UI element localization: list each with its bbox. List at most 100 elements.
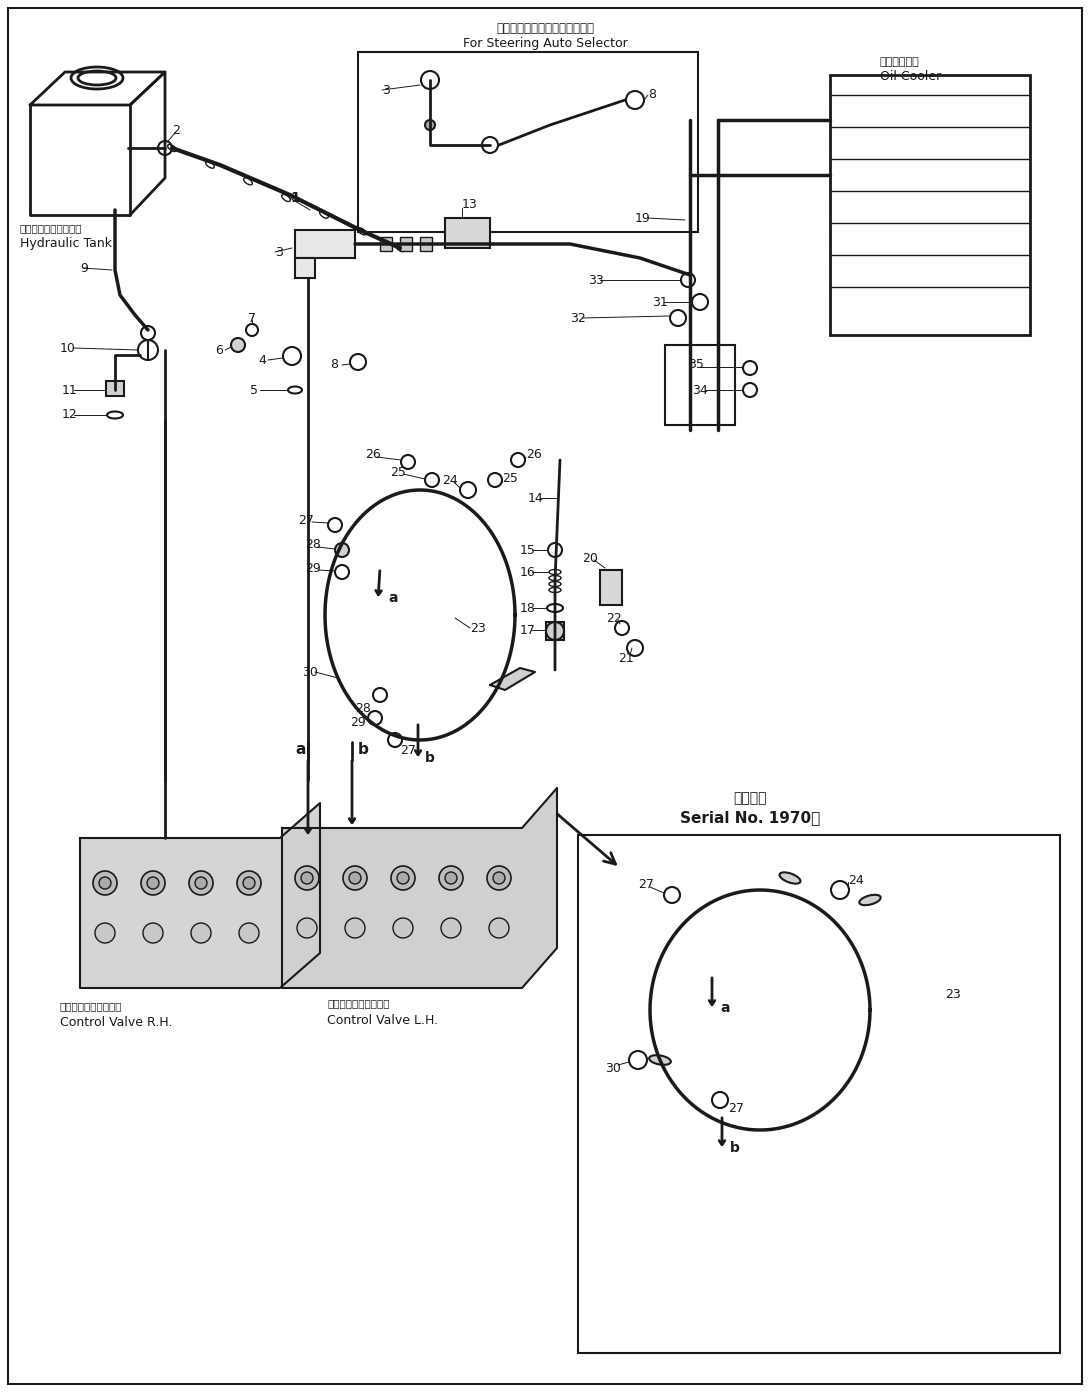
Text: 6: 6	[215, 344, 222, 356]
Bar	[578, 835, 1059, 1353]
Text: 1: 1	[290, 191, 300, 205]
Text: 12: 12	[62, 408, 77, 422]
Bar	[445, 219, 490, 248]
Circle shape	[231, 338, 245, 352]
Ellipse shape	[779, 873, 800, 884]
Circle shape	[93, 871, 117, 895]
Circle shape	[393, 917, 413, 938]
Text: b: b	[730, 1141, 740, 1155]
Text: ステアリングオートセレクタ用: ステアリングオートセレクタ用	[496, 21, 594, 35]
Bar	[358, 52, 698, 232]
Circle shape	[441, 917, 461, 938]
Polygon shape	[282, 788, 557, 988]
Circle shape	[335, 543, 349, 557]
Text: a: a	[388, 592, 398, 606]
Text: 22: 22	[606, 611, 621, 625]
Text: オイルクーラ: オイルクーラ	[880, 57, 920, 67]
Text: 11: 11	[62, 384, 77, 397]
Text: 7: 7	[249, 312, 256, 324]
Text: a: a	[720, 1001, 729, 1015]
Text: 10: 10	[60, 341, 76, 355]
Text: 20: 20	[582, 551, 598, 565]
Circle shape	[143, 923, 163, 942]
Polygon shape	[80, 803, 320, 988]
Text: 24: 24	[443, 473, 458, 486]
Text: Hydraulic Tank: Hydraulic Tank	[20, 238, 112, 251]
Text: 25: 25	[502, 472, 518, 484]
Circle shape	[487, 866, 511, 889]
Text: 27: 27	[400, 743, 416, 756]
Text: 18: 18	[520, 601, 536, 614]
Circle shape	[439, 866, 463, 889]
Bar	[400, 237, 412, 251]
Circle shape	[296, 917, 317, 938]
Text: 26: 26	[526, 448, 542, 462]
Circle shape	[489, 917, 509, 938]
Text: 28: 28	[305, 539, 320, 551]
Text: 25: 25	[390, 465, 405, 479]
Circle shape	[346, 917, 365, 938]
Circle shape	[493, 871, 505, 884]
Text: 5: 5	[250, 384, 258, 397]
Text: 31: 31	[652, 295, 668, 309]
Bar	[295, 230, 355, 258]
Text: 21: 21	[618, 651, 633, 664]
Bar	[600, 569, 622, 606]
Circle shape	[425, 120, 435, 129]
Text: 23: 23	[470, 621, 486, 635]
Circle shape	[445, 871, 457, 884]
Text: Serial No. 1970〜: Serial No. 1970〜	[680, 810, 820, 825]
Circle shape	[189, 871, 213, 895]
Circle shape	[301, 871, 313, 884]
Text: 23: 23	[945, 988, 960, 1001]
Circle shape	[343, 866, 367, 889]
Circle shape	[147, 877, 159, 889]
Text: 13: 13	[462, 199, 477, 212]
Text: 9: 9	[80, 262, 88, 274]
Text: 29: 29	[350, 717, 366, 729]
Circle shape	[237, 871, 261, 895]
Text: a: a	[295, 742, 305, 757]
Text: ハイドロリックタンク: ハイドロリックタンク	[20, 223, 83, 232]
Text: Control Valve R.H.: Control Valve R.H.	[60, 1016, 172, 1030]
Text: Oil Cooler: Oil Cooler	[880, 70, 942, 82]
Bar	[829, 75, 1030, 335]
Text: b: b	[358, 742, 368, 757]
Text: 27: 27	[728, 1101, 743, 1115]
Bar	[106, 381, 124, 395]
Text: 16: 16	[520, 565, 536, 579]
Circle shape	[295, 866, 319, 889]
Text: 3: 3	[275, 245, 283, 259]
Text: コントロールバルブ左: コントロールバルブ左	[327, 998, 389, 1008]
Text: 8: 8	[647, 89, 656, 102]
Text: 15: 15	[520, 543, 536, 557]
Circle shape	[195, 877, 207, 889]
Bar	[420, 237, 432, 251]
Ellipse shape	[859, 895, 881, 905]
Text: 17: 17	[520, 624, 536, 636]
Text: 29: 29	[305, 561, 320, 575]
Text: 34: 34	[692, 384, 707, 397]
Circle shape	[95, 923, 116, 942]
Circle shape	[99, 877, 111, 889]
Text: 4: 4	[258, 354, 266, 366]
Bar	[295, 258, 315, 278]
Text: 30: 30	[302, 665, 318, 678]
Circle shape	[239, 923, 259, 942]
Text: 27: 27	[638, 878, 654, 891]
Text: 32: 32	[570, 312, 585, 324]
Bar	[665, 345, 735, 425]
Text: 30: 30	[605, 1062, 621, 1075]
Text: 33: 33	[588, 273, 604, 287]
Text: b: b	[425, 752, 435, 766]
Polygon shape	[490, 668, 535, 690]
Circle shape	[349, 871, 361, 884]
Circle shape	[191, 923, 211, 942]
Text: Control Valve L.H.: Control Valve L.H.	[327, 1013, 438, 1026]
Circle shape	[243, 877, 255, 889]
Text: 14: 14	[528, 491, 544, 504]
Text: 適用号機: 適用号機	[734, 791, 766, 805]
Text: 27: 27	[298, 514, 314, 526]
Text: 3: 3	[382, 84, 390, 96]
Text: 19: 19	[635, 212, 651, 224]
